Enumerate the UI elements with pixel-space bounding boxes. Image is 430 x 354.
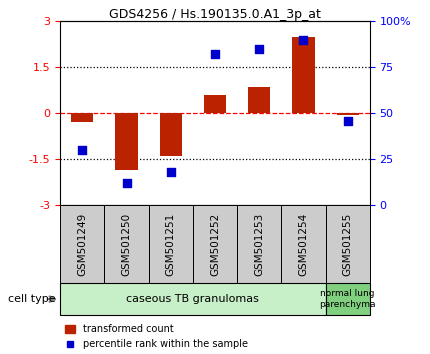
Text: GSM501249: GSM501249 bbox=[77, 213, 87, 276]
Text: GSM501255: GSM501255 bbox=[343, 213, 353, 276]
Bar bbox=[237, 205, 281, 283]
Bar bbox=[160, 113, 182, 156]
Text: GSM501252: GSM501252 bbox=[210, 213, 220, 276]
Bar bbox=[337, 113, 359, 115]
Point bbox=[300, 37, 307, 42]
Point bbox=[256, 46, 263, 52]
Bar bbox=[193, 205, 237, 283]
Bar bbox=[292, 36, 314, 113]
Bar bbox=[149, 205, 193, 283]
Bar bbox=[248, 87, 270, 113]
Bar bbox=[116, 113, 138, 170]
Point bbox=[123, 181, 130, 186]
Bar bbox=[204, 95, 226, 113]
Text: GSM501253: GSM501253 bbox=[254, 213, 264, 276]
Point bbox=[167, 169, 174, 175]
Text: GSM501250: GSM501250 bbox=[122, 213, 132, 276]
Text: cell type: cell type bbox=[8, 294, 56, 304]
Bar bbox=[71, 113, 93, 122]
Bar bbox=[281, 205, 326, 283]
Bar bbox=[60, 205, 104, 283]
Text: GDS4256 / Hs.190135.0.A1_3p_at: GDS4256 / Hs.190135.0.A1_3p_at bbox=[109, 8, 321, 22]
Legend: transformed count, percentile rank within the sample: transformed count, percentile rank withi… bbox=[65, 324, 248, 349]
Text: caseous TB granulomas: caseous TB granulomas bbox=[126, 294, 259, 304]
Point bbox=[344, 118, 351, 124]
Text: GSM501254: GSM501254 bbox=[298, 213, 308, 276]
Point bbox=[79, 147, 86, 153]
Bar bbox=[104, 205, 149, 283]
Bar bbox=[60, 283, 326, 315]
Text: normal lung
parenchyma: normal lung parenchyma bbox=[319, 290, 376, 309]
Point bbox=[212, 52, 218, 57]
Bar bbox=[326, 205, 370, 283]
Text: GSM501251: GSM501251 bbox=[166, 213, 176, 276]
Bar bbox=[326, 283, 370, 315]
